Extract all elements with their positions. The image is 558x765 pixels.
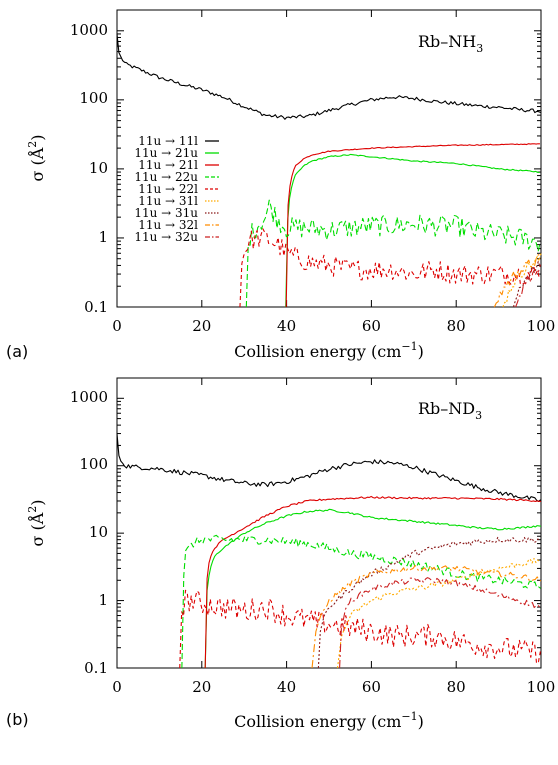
legend-label: 11u → 31u (134, 206, 198, 220)
x-tick-label: 40 (277, 317, 296, 335)
legend-entry: 11u → 32l (138, 218, 219, 232)
series-line-8 (311, 564, 542, 669)
x-tick-label: 100 (527, 317, 556, 335)
series-line-2 (285, 153, 540, 308)
x-tick-labels: 0 20 40 60 80 100 (112, 678, 555, 696)
x-tick-label: 0 (112, 317, 122, 335)
x-axis-label: Collision energy (cm−1) (234, 340, 424, 361)
y-tick-label: 1000 (70, 21, 108, 39)
y-tick-label: 1 (98, 228, 108, 246)
molecule-annotation: Rb–NH3 (418, 32, 483, 55)
series-line-2 (204, 508, 542, 669)
x-tick-label: 60 (362, 678, 381, 696)
tick-marks (116, 9, 542, 308)
series-line-1 (116, 33, 541, 120)
y-tick-label: 1000 (70, 388, 108, 406)
series-line-5 (239, 228, 541, 308)
x-tick-label: 0 (112, 678, 122, 696)
legend-entry: 11u → 21u (134, 146, 219, 160)
y-tick-labels: 0.1 1 10 100 1000 (70, 21, 108, 316)
series-line-9 (339, 577, 541, 669)
legend: 11u → 11l 11u → 21u 11u → 21l 11u → 22u … (134, 134, 219, 244)
legend-entry: 11u → 22u (134, 170, 219, 184)
x-tick-label: 20 (192, 317, 211, 335)
legend-label: 11u → 31l (138, 194, 198, 208)
series-line-9 (515, 264, 541, 308)
x-tick-label: 80 (447, 317, 466, 335)
y-tick-label: 0.1 (84, 298, 108, 316)
y-tick-label: 0.1 (84, 659, 108, 677)
series-line-1 (116, 433, 541, 503)
legend-entry: 11u → 22l (138, 182, 219, 196)
y-axis-label: σ (Å2) (26, 134, 47, 181)
plot-frame (116, 9, 542, 308)
x-tick-label: 20 (192, 678, 211, 696)
x-axis-label: Collision energy (cm−1) (234, 710, 424, 731)
x-tick-label: 40 (277, 678, 296, 696)
panel-b: 0 20 40 60 80 100 0.1 1 10 100 1000 Coll… (6, 377, 555, 731)
legend-label: 11u → 22u (134, 170, 198, 184)
series-line-4 (245, 199, 541, 308)
y-tick-label: 100 (79, 455, 108, 473)
series-line-7 (512, 261, 541, 308)
legend-entry: 11u → 32u (134, 230, 219, 244)
legend-entry: 11u → 31u (134, 206, 219, 220)
series-line-7 (317, 536, 541, 669)
y-axis-label: σ (Å2) (26, 499, 47, 546)
series-line-3 (285, 143, 540, 308)
y-tick-label: 10 (89, 159, 108, 177)
y-tick-labels: 0.1 1 10 100 1000 (70, 388, 108, 677)
legend-label: 11u → 22l (138, 182, 198, 196)
plot-frame (116, 377, 542, 669)
series-line-6 (502, 253, 542, 308)
panel-a: 0 20 40 60 80 100 0.1 1 10 100 1000 Coll… (6, 9, 555, 361)
series-layer (116, 33, 542, 308)
legend-entry: 11u → 11l (138, 134, 219, 148)
legend-label: 11u → 32l (138, 218, 198, 232)
x-tick-labels: 0 20 40 60 80 100 (112, 317, 555, 335)
series-line-6 (336, 557, 541, 669)
y-tick-label: 100 (79, 89, 108, 107)
molecule-annotation: Rb–ND3 (418, 399, 482, 422)
tick-marks (116, 377, 542, 669)
series-line-5 (179, 589, 541, 669)
series-layer (116, 433, 542, 669)
y-tick-label: 10 (89, 523, 108, 541)
series-line-3 (204, 495, 542, 669)
legend-label: 11u → 21u (134, 146, 198, 160)
legend-label: 11u → 32u (134, 230, 198, 244)
legend-label: 11u → 11l (138, 134, 198, 148)
x-tick-label: 60 (362, 317, 381, 335)
series-line-8 (493, 254, 541, 308)
x-tick-label: 100 (527, 678, 556, 696)
panel-label: (b) (6, 710, 29, 729)
y-tick-label: 1 (98, 591, 108, 609)
panel-label: (a) (6, 342, 28, 361)
legend-label: 11u → 21l (138, 158, 198, 172)
x-tick-label: 80 (447, 678, 466, 696)
series-line-4 (181, 534, 541, 669)
legend-entry: 11u → 31l (138, 194, 219, 208)
legend-entry: 11u → 21l (138, 158, 219, 172)
